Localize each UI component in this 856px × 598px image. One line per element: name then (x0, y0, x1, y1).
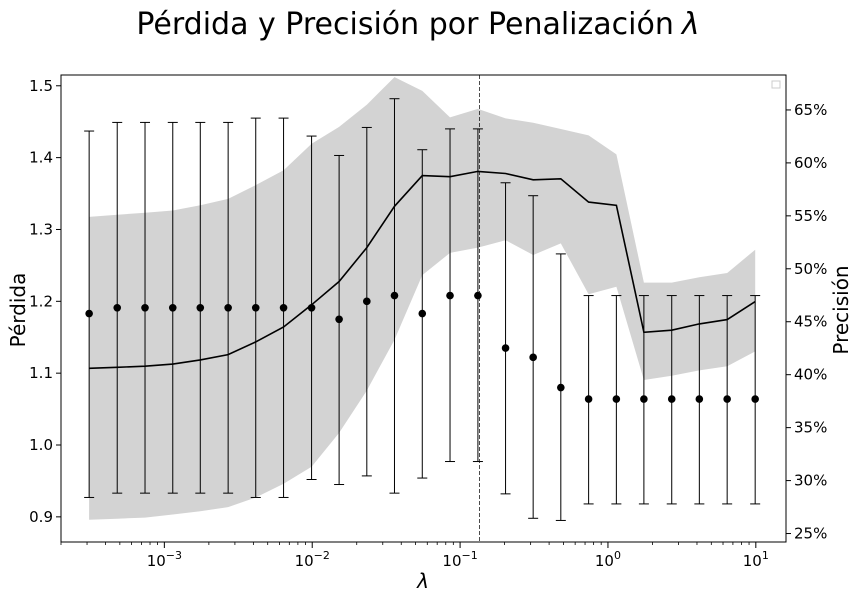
loss-point (695, 395, 704, 403)
y-tick-label-left: 1.3 (29, 220, 53, 238)
loss-point (557, 383, 565, 392)
loss-point-layer (85, 291, 759, 403)
y-tick-label-right: 55% (794, 207, 827, 225)
loss-point (335, 315, 343, 324)
loss-point (751, 395, 759, 403)
loss-point (113, 303, 122, 312)
loss-point (529, 353, 537, 362)
x-tick-base: 10 (743, 552, 762, 570)
x-tick-label: 101 (743, 549, 769, 570)
y-tick-label-left: 1.2 (29, 292, 53, 310)
loss-point (363, 297, 371, 306)
y-tick-label-right: 60% (794, 154, 827, 172)
x-axis: 10−3 10−2 10−1 100 101 (60, 542, 769, 570)
y-axis-label-left: Pérdida (6, 273, 30, 348)
y-tick-label-right: 30% (794, 472, 827, 490)
left-axis: 0.9 1.0 1.1 1.2 1.3 1.4 1.5 (29, 77, 61, 526)
x-tick-base: 10 (595, 552, 614, 570)
loss-point (723, 395, 731, 403)
loss-point (584, 395, 593, 403)
loss-point (446, 291, 454, 300)
loss-point (224, 303, 232, 312)
plot-frame (60, 74, 787, 543)
right-axis: 25% 30% 35% 40% 45% 50% 55% 60% 65% (786, 101, 827, 543)
y-tick-label-right: 65% (794, 101, 827, 119)
y-tick-label-right: 25% (794, 525, 827, 543)
y-tick-label-left: 1.0 (29, 436, 53, 454)
y-tick-label-right: 35% (794, 419, 827, 437)
loss-point (168, 303, 177, 312)
y-tick-label-right: 40% (794, 366, 827, 384)
loss-point (474, 291, 482, 300)
loss-point (640, 395, 648, 403)
loss-errorbar (500, 182, 511, 495)
loss-point (390, 291, 399, 300)
loss-point (418, 309, 427, 318)
y-tick-label-right: 50% (794, 260, 827, 278)
y-tick-label-left: 0.9 (29, 508, 53, 526)
chart-title: Pérdida y Precisión por Penalización λ (136, 7, 699, 42)
x-tick-base: 10 (147, 552, 166, 570)
loss-point (667, 395, 676, 403)
x-tick-base: 10 (442, 552, 461, 570)
loss-point (612, 395, 621, 403)
y-tick-label-left: 1.1 (29, 364, 53, 382)
y-tick-label-left: 1.5 (29, 77, 53, 95)
loss-point (196, 303, 205, 312)
x-tick-exponent: −3 (166, 549, 182, 562)
loss-point (307, 303, 316, 312)
loss-point (501, 344, 510, 352)
y-tick-label-right: 45% (794, 313, 827, 331)
x-tick-exponent: −2 (314, 549, 330, 562)
x-tick-exponent: −1 (462, 549, 478, 562)
loss-point (279, 303, 288, 312)
x-tick-label: 10−1 (442, 549, 477, 570)
x-axis-label: λ (416, 569, 429, 593)
chart-title-symbol: λ (680, 7, 700, 42)
y-axis-label-right: Precisión (829, 265, 853, 354)
x-tick-label: 10−2 (295, 549, 330, 570)
loss-point (85, 309, 93, 318)
x-tick-label: 10−3 (147, 549, 182, 570)
y-tick-label-left: 1.4 (29, 149, 53, 167)
loss-point (141, 303, 149, 312)
chart-title-text: Pérdida y Precisión por Penalización (136, 7, 673, 42)
legend-box (771, 80, 781, 89)
x-tick-exponent: 0 (614, 549, 621, 562)
x-tick-base: 10 (295, 552, 314, 570)
x-tick-exponent: 1 (762, 549, 769, 562)
loss-point (251, 303, 260, 312)
x-tick-label: 100 (595, 549, 621, 570)
